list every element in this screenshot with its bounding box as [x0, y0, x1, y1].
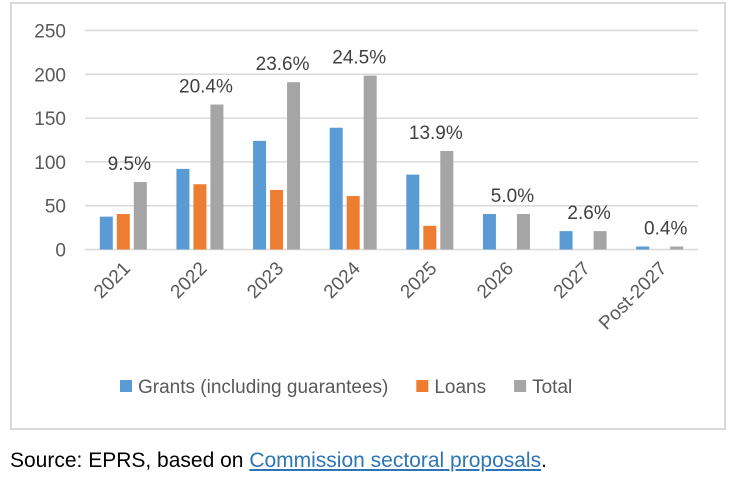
bar-total — [516, 214, 530, 250]
data-label: 9.5% — [108, 154, 151, 175]
bar-total — [210, 104, 224, 250]
bar-total — [440, 150, 454, 250]
bar-loans — [270, 189, 284, 250]
x-tick-label: 2021 — [90, 258, 135, 303]
y-tick-label: 200 — [34, 65, 66, 86]
bar-total — [363, 75, 377, 250]
bar-loans — [116, 214, 130, 250]
legend-swatch — [514, 380, 527, 392]
source-suffix: . — [541, 449, 547, 472]
bar-grants — [636, 246, 650, 250]
x-tick-label: 2025 — [397, 258, 442, 303]
bar-grants — [329, 127, 343, 250]
data-label: 23.6% — [256, 54, 310, 75]
bar-loans — [423, 225, 437, 250]
x-tick-label: 2024 — [320, 258, 365, 303]
data-label: 5.0% — [491, 186, 534, 207]
bar-grants — [99, 216, 113, 250]
x-tick-label: 2027 — [550, 258, 595, 303]
bar-grants — [176, 168, 190, 250]
legend-swatch — [120, 380, 132, 392]
bar-total — [133, 182, 147, 250]
data-label: 0.4% — [644, 219, 687, 240]
x-tick-label: Post-2027 — [595, 258, 671, 334]
legend-label: Grants (including guarantees) — [138, 377, 388, 398]
bar-total — [287, 82, 301, 250]
bar-grants — [253, 140, 267, 250]
data-label: 20.4% — [179, 77, 233, 98]
bar-chart: 0 50 100 150 200 250 9.5% 2021 20.4% 2022 23.6% 202… — [34, 22, 698, 398]
legend-label: Total — [532, 377, 572, 398]
legend-swatch — [416, 380, 429, 392]
source-link[interactable]: Commission sectoral proposals — [249, 449, 542, 472]
bar-grants — [559, 231, 573, 250]
data-label: 2.6% — [567, 203, 610, 224]
data-label: 13.9% — [409, 123, 463, 144]
y-tick-label: 250 — [34, 22, 66, 43]
x-tick-label: 2026 — [473, 258, 518, 303]
bar-loans — [346, 196, 360, 250]
y-tick-label: 100 — [34, 153, 66, 174]
source-note: Source: EPRS, based on Commission sector… — [10, 449, 547, 473]
data-label: 24.5% — [332, 48, 386, 69]
legend-label: Loans — [434, 377, 486, 398]
source-prefix: Source: EPRS, based on — [10, 449, 250, 472]
y-tick-label: 50 — [45, 197, 66, 218]
bar-total — [593, 231, 607, 250]
x-tick-label: 2023 — [243, 258, 288, 303]
bar-grants — [406, 174, 420, 250]
bar-total — [670, 246, 684, 250]
bar-loans — [193, 184, 207, 250]
x-tick-label: 2022 — [167, 258, 212, 303]
y-tick-label: 0 — [55, 241, 66, 262]
y-tick-label: 150 — [34, 109, 66, 130]
bar-grants — [482, 214, 496, 250]
